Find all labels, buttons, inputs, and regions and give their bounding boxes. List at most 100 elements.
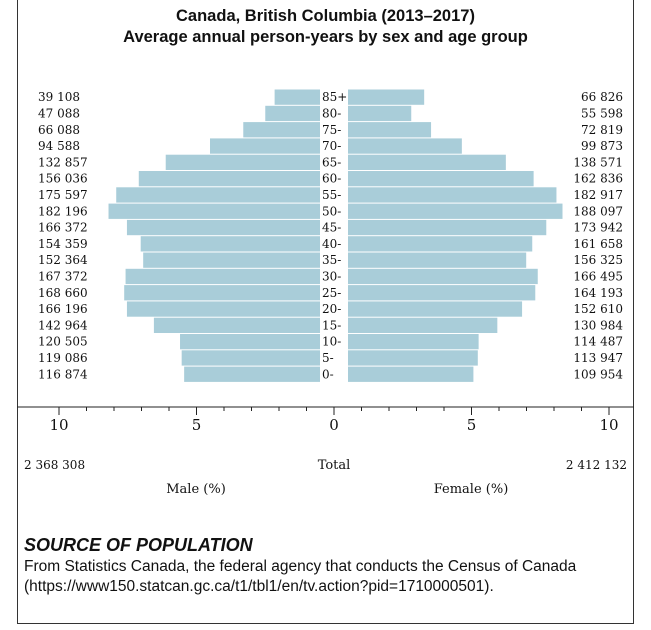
female-bar-15- (348, 317, 498, 333)
female-bar-0- (348, 366, 474, 382)
male-count-label: 39 108 (38, 90, 80, 104)
male-count-label: 119 086 (38, 351, 88, 365)
age-label: 45- (322, 221, 341, 235)
female-bar-45- (348, 219, 547, 236)
female-bar-55- (348, 187, 557, 203)
age-label: 0- (322, 367, 334, 381)
male-bar-70- (210, 138, 320, 154)
female-count-label: 161 658 (573, 237, 623, 251)
age-label: 35- (322, 253, 341, 267)
female-count-label: 182 917 (573, 188, 623, 202)
male-bar-55- (116, 187, 320, 203)
female-count-label: 152 610 (573, 302, 623, 316)
female-bar-5- (348, 350, 478, 366)
female-bar-85+ (348, 89, 425, 105)
female-count-label: 173 942 (573, 221, 623, 235)
female-bar-60- (348, 171, 534, 187)
x-tick-label: 10 (49, 416, 68, 434)
male-bar-60- (138, 171, 320, 187)
male-count-label: 47 088 (38, 106, 80, 120)
male-bar-15- (153, 317, 320, 333)
age-label: 15- (322, 318, 341, 332)
male-bar-80- (265, 105, 320, 122)
male-bar-50- (108, 203, 321, 219)
female-bar-65- (348, 154, 506, 170)
title-line-1: Canada, British Columbia (2013–2017) (176, 7, 475, 25)
total-female: 2 412 132 (566, 458, 627, 472)
male-count-label: 168 660 (38, 286, 88, 300)
figure-frame (17, 0, 634, 624)
female-count-label: 138 571 (573, 155, 623, 169)
female-count-label: 55 598 (581, 106, 623, 120)
male-bar-85+ (274, 89, 320, 105)
x-tick-label: 0 (329, 416, 339, 434)
male-count-label: 142 964 (38, 318, 88, 332)
female-count-label: 166 495 (573, 269, 623, 283)
male-bar-0- (184, 366, 320, 382)
age-label: 75- (322, 123, 341, 137)
female-count-label: 109 954 (573, 367, 623, 381)
female-bar-10- (348, 334, 479, 350)
female-bar-70- (348, 138, 462, 154)
female-count-label: 113 947 (573, 351, 623, 365)
male-bar-40- (140, 236, 320, 252)
x-tick-label: 5 (467, 416, 477, 434)
source-text: From Statistics Canada, the federal agen… (24, 558, 577, 595)
age-label: 80- (322, 106, 341, 120)
age-label: 5- (322, 351, 334, 365)
male-count-label: 116 874 (38, 367, 88, 381)
age-label: 60- (322, 172, 341, 186)
x-axis-label-female: Female (%) (434, 482, 509, 497)
age-label: 70- (322, 139, 341, 153)
female-bar-30- (348, 268, 538, 285)
female-count-label: 99 873 (581, 139, 623, 153)
total-label: Total (318, 458, 351, 473)
age-label: 50- (322, 204, 341, 218)
age-label: 85+ (322, 90, 347, 104)
male-count-label: 152 364 (38, 253, 88, 267)
age-label: 30- (322, 269, 341, 283)
male-count-label: 175 597 (38, 188, 88, 202)
age-label: 65- (322, 155, 341, 169)
female-count-label: 156 325 (573, 253, 623, 267)
chart-title: Canada, British Columbia (2013–2017) Ave… (0, 6, 651, 48)
male-bar-20- (126, 301, 320, 317)
x-tick-label: 5 (192, 416, 202, 434)
male-count-label: 167 372 (38, 269, 88, 283)
male-bar-30- (125, 268, 320, 285)
male-count-label: 166 372 (38, 221, 88, 235)
male-count-label: 166 196 (38, 302, 88, 316)
female-bar-40- (348, 236, 533, 252)
female-bar-80- (348, 105, 412, 122)
source-heading: SOURCE OF POPULATION (24, 535, 253, 555)
male-count-label: 66 088 (38, 123, 80, 137)
female-count-label: 162 836 (573, 172, 623, 186)
female-count-label: 66 826 (581, 90, 623, 104)
title-line-2: Average annual person-years by sex and a… (123, 28, 528, 46)
x-tick-label: 10 (599, 416, 618, 434)
female-bar-20- (348, 301, 523, 317)
male-bar-25- (124, 285, 320, 301)
female-count-label: 72 819 (581, 123, 623, 137)
male-bar-75- (243, 122, 320, 138)
male-count-label: 154 359 (38, 237, 88, 251)
female-count-label: 164 193 (573, 286, 623, 300)
age-label: 20- (322, 302, 341, 316)
female-count-label: 114 487 (573, 335, 623, 349)
male-bar-10- (180, 334, 320, 350)
age-label: 40- (322, 237, 341, 251)
age-label: 25- (322, 286, 341, 300)
female-count-label: 188 097 (573, 204, 623, 218)
male-count-label: 94 588 (38, 139, 80, 153)
male-bar-5- (181, 350, 320, 366)
male-count-label: 132 857 (38, 155, 88, 169)
male-bar-45- (126, 219, 320, 236)
male-count-label: 182 196 (38, 204, 88, 218)
female-bar-50- (348, 203, 563, 219)
male-count-label: 156 036 (38, 172, 88, 186)
population-pyramid-chart: 0- 116 874 109 954 5- 119 086 113 947 10- 120 5… (17, 89, 634, 497)
total-male: 2 368 308 (24, 458, 85, 472)
female-count-label: 130 984 (573, 318, 623, 332)
female-bar-35- (348, 252, 527, 268)
male-bar-65- (165, 154, 320, 170)
